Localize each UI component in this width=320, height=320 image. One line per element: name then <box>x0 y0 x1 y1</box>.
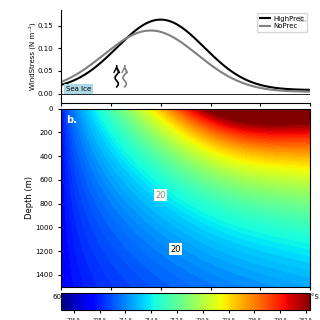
NoPrec <box>297 90 301 93</box>
HighPrec <box>69 80 73 84</box>
Text: 20: 20 <box>156 191 166 200</box>
NoPrec <box>308 90 312 93</box>
HighPrec <box>297 88 301 92</box>
NoPrec <box>149 28 153 32</box>
NoPrec <box>59 80 63 84</box>
Legend: HighPrec, NoPrec: HighPrec, NoPrec <box>257 13 307 32</box>
NoPrec <box>74 73 78 77</box>
Y-axis label: Depth (m): Depth (m) <box>25 176 34 219</box>
X-axis label: Latitude: Latitude <box>168 302 203 311</box>
Text: 20: 20 <box>170 245 181 254</box>
Text: b.: b. <box>66 115 77 125</box>
NoPrec <box>105 50 109 54</box>
NoPrec <box>288 89 292 93</box>
Text: Sea Ice: Sea Ice <box>66 86 91 92</box>
HighPrec <box>105 55 109 59</box>
HighPrec <box>288 87 292 91</box>
HighPrec <box>59 83 63 87</box>
HighPrec <box>125 36 129 39</box>
HighPrec <box>159 18 163 21</box>
HighPrec <box>74 77 78 81</box>
HighPrec <box>308 88 312 92</box>
NoPrec <box>69 76 73 79</box>
Y-axis label: WindStress (N m⁻²): WindStress (N m⁻²) <box>28 22 36 90</box>
Text: a.: a. <box>297 14 308 24</box>
Line: HighPrec: HighPrec <box>61 20 310 90</box>
Line: NoPrec: NoPrec <box>61 30 310 92</box>
NoPrec <box>125 36 129 40</box>
